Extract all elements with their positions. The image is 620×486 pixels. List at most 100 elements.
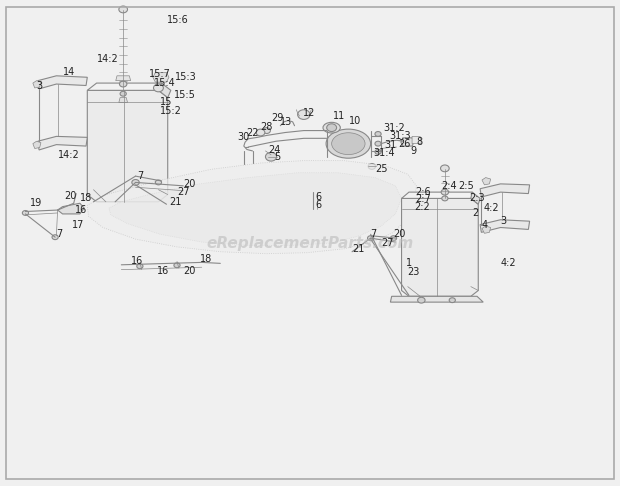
Text: 15:4: 15:4 [154,78,176,88]
Circle shape [441,165,449,172]
Circle shape [120,91,126,96]
Text: 4: 4 [482,220,488,229]
Text: 21: 21 [169,197,181,207]
Polygon shape [33,81,41,88]
Circle shape [120,81,127,87]
Circle shape [298,110,310,120]
Circle shape [375,150,381,155]
Circle shape [154,84,164,92]
Text: 21: 21 [352,244,365,254]
Text: 15:5: 15:5 [174,90,196,100]
Text: 2:3: 2:3 [469,193,485,204]
Text: 17: 17 [72,220,84,229]
Text: 18: 18 [200,254,212,263]
Text: 26: 26 [399,139,411,149]
Text: 15: 15 [161,98,173,107]
Text: 6: 6 [315,192,321,202]
Circle shape [265,153,277,161]
Text: 15:2: 15:2 [161,106,182,116]
Polygon shape [482,226,490,233]
Circle shape [256,129,265,136]
Text: 28: 28 [260,122,273,132]
Text: 20: 20 [394,229,406,239]
Text: 22: 22 [246,127,259,138]
Text: 8: 8 [417,137,422,147]
Text: 3: 3 [36,81,42,90]
Text: 25: 25 [375,164,388,174]
Text: 3: 3 [500,216,507,226]
Circle shape [449,298,455,303]
Text: 11: 11 [333,111,345,121]
Text: 15:3: 15:3 [175,72,197,82]
Circle shape [132,179,140,185]
Circle shape [441,189,448,195]
Circle shape [375,132,381,137]
Text: 16: 16 [75,205,87,215]
Text: 20: 20 [64,191,77,201]
Circle shape [442,196,448,201]
Text: 27: 27 [381,238,394,248]
Polygon shape [480,220,529,232]
Text: 31: 31 [384,140,396,150]
Polygon shape [38,76,87,89]
Ellipse shape [323,122,340,133]
Polygon shape [401,138,414,146]
Circle shape [174,263,180,268]
Text: 12: 12 [303,108,315,118]
Circle shape [137,264,143,269]
Text: 20: 20 [183,266,195,276]
Polygon shape [109,173,402,245]
Text: 16: 16 [131,257,143,266]
Text: 31:3: 31:3 [389,131,411,141]
Circle shape [375,141,381,146]
Polygon shape [159,83,171,98]
Text: 31:2: 31:2 [383,122,405,133]
Ellipse shape [332,133,365,155]
Text: 14:2: 14:2 [97,54,118,64]
Polygon shape [402,198,478,296]
Polygon shape [391,296,483,302]
Text: 4:2: 4:2 [483,203,499,213]
Text: 19: 19 [30,198,43,208]
Circle shape [263,128,270,134]
Text: 7: 7 [371,229,377,239]
Text: 2:6: 2:6 [415,187,431,197]
Text: 2: 2 [472,208,478,218]
Circle shape [52,235,58,240]
Circle shape [418,297,425,303]
Ellipse shape [326,129,371,158]
Polygon shape [153,72,169,82]
Circle shape [391,236,397,241]
Circle shape [156,180,162,185]
Text: 2:7: 2:7 [415,194,431,205]
Polygon shape [480,184,529,197]
Polygon shape [87,83,168,90]
Text: 18: 18 [80,193,92,204]
Circle shape [22,210,29,215]
Text: 20: 20 [183,179,195,189]
Text: 2:2: 2:2 [414,202,430,212]
Text: 16: 16 [157,266,169,276]
Polygon shape [87,90,168,202]
Polygon shape [412,137,422,144]
Text: 15:7: 15:7 [149,69,171,79]
Circle shape [119,6,128,13]
Polygon shape [402,192,478,198]
Text: 31:4: 31:4 [374,148,396,158]
Text: 29: 29 [272,113,284,123]
Polygon shape [116,76,131,81]
Polygon shape [58,203,84,214]
Polygon shape [471,192,480,204]
Text: 2:5: 2:5 [458,181,474,191]
Text: 23: 23 [408,267,420,277]
Text: 24: 24 [268,145,280,155]
Polygon shape [119,98,128,103]
Text: 7: 7 [137,171,143,181]
Text: 2:4: 2:4 [441,181,457,191]
Text: 9: 9 [411,146,417,156]
Text: 14:2: 14:2 [58,150,79,160]
Circle shape [368,236,374,241]
Text: 5: 5 [274,152,280,162]
Text: 7: 7 [56,229,63,239]
Text: 10: 10 [349,116,361,126]
